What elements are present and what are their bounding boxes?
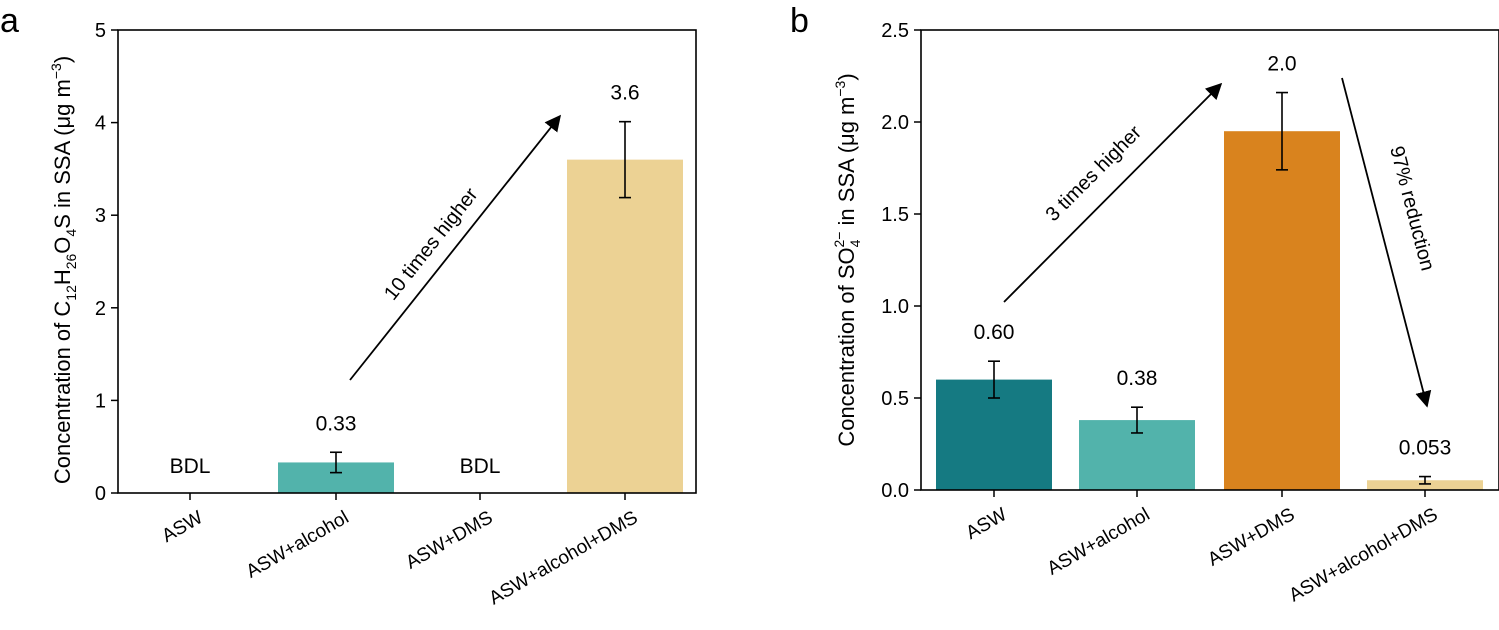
y-tick-label-b: 1.5 — [881, 204, 909, 226]
value-label-a: BDL — [460, 455, 501, 478]
panel-b-chart: b Concentration of SO42− in SSA (μg m−3)… — [790, 2, 1499, 606]
panel-a-letter: a — [0, 2, 19, 40]
y-tick-label-b: 0.0 — [881, 480, 909, 502]
y-tick-label-a: 5 — [95, 20, 106, 42]
x-tick-label-a: ASW — [159, 507, 207, 547]
annotation-3-times-higher: 3 times higher — [1042, 121, 1147, 226]
y-axis-label-a: Concentration of C12H26O4S in SSA (μg m−… — [48, 56, 79, 484]
x-tick-label-b: ASW+alcohol — [1044, 504, 1154, 579]
panel-a-chart: a Concentration of C12H26O4S in SSA (μg … — [0, 2, 697, 609]
value-label-b: 2.0 — [1267, 53, 1296, 76]
x-tick-label-a: ASW+DMS — [402, 507, 496, 573]
annotation-97-reduction: 97% reduction — [1385, 144, 1438, 273]
bar-a — [567, 159, 683, 493]
x-tick-label-b: ASW+alcohol+DMS — [1286, 504, 1442, 606]
value-label-a: BDL — [170, 455, 211, 478]
increase-arrow-a — [349, 114, 562, 381]
plot-frame-a — [117, 29, 697, 494]
panel-b-letter: b — [790, 2, 809, 40]
y-tick-label-a: 3 — [95, 205, 106, 227]
y-tick-label-b: 2.0 — [881, 112, 909, 134]
x-tick-label-a: ASW+alcohol — [243, 507, 353, 582]
value-label-b: 0.60 — [974, 321, 1015, 344]
y-axis-label-b: Concentration of SO42− in SSA (μg m−3) — [831, 73, 863, 446]
value-label-b: 0.38 — [1117, 367, 1158, 390]
value-label-a: 0.33 — [316, 412, 357, 435]
plot-frame-b — [920, 29, 1499, 491]
value-label-a: 3.6 — [610, 82, 639, 105]
annotation-10-times-higher: 10 times higher — [380, 184, 483, 305]
bar-b — [1367, 480, 1483, 490]
y-tick-label-a: 4 — [95, 113, 106, 135]
x-tick-label-b: ASW — [963, 504, 1011, 544]
reduction-arrow-b — [1341, 77, 1432, 408]
y-tick-label-b: 1.0 — [881, 296, 909, 318]
bar-b — [1224, 131, 1340, 490]
y-tick-label-b: 2.5 — [881, 20, 909, 42]
x-tick-label-b: ASW+DMS — [1204, 504, 1298, 570]
y-tick-label-a: 2 — [95, 298, 106, 320]
y-tick-label-b: 0.5 — [881, 388, 909, 410]
y-tick-label-a: 1 — [95, 390, 106, 412]
y-tick-label-a: 0 — [95, 483, 106, 505]
x-tick-label-a: ASW+alcohol+DMS — [486, 507, 642, 609]
increase-arrow-b — [1003, 82, 1223, 303]
value-label-b: 0.053 — [1399, 437, 1452, 460]
